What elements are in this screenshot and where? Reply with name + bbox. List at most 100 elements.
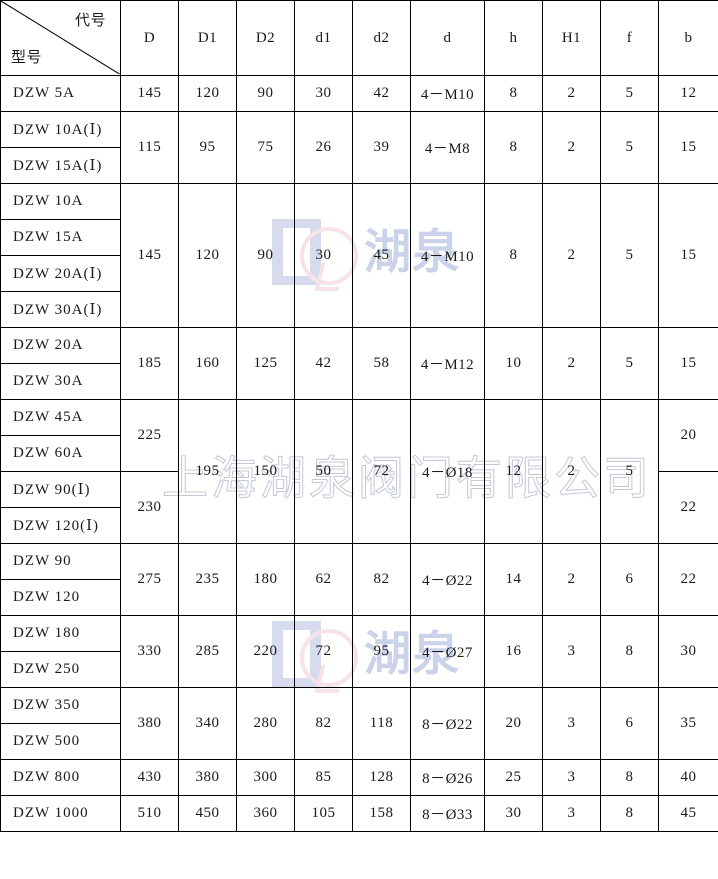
value-cell-D2: 220 [236,615,295,688]
column-header-H1: H1 [542,0,601,76]
value-cell-D: 145 [120,183,179,328]
model-cell: DZW 10A [0,183,121,220]
value-cell-b: 22 [658,543,718,616]
value-cell-d: 4－Ø27 [410,615,485,688]
value-cell-d1: 30 [294,183,353,328]
column-header-d1: d1 [294,0,353,76]
value-cell-H1: 2 [542,111,601,184]
value-cell-d1: 85 [294,759,353,796]
model-cell: DZW 30A [0,363,121,400]
model-cell: DZW 250 [0,651,121,688]
table-row: DZW 20A 185 160 125 42 58 4－M12 10 2 5 15 [0,327,718,400]
value-cell-D2: 75 [236,111,295,184]
value-cell-H1: 3 [542,687,601,760]
value-cell-h: 12 [484,399,543,544]
value-cell-f: 6 [600,543,659,616]
value-cell-D: 330 [120,615,179,688]
value-cell-d2: 158 [352,795,411,832]
value-cell-h: 8 [484,111,543,184]
table-row: DZW 30A(Ⅰ) [0,291,718,328]
table-row: DZW 180 330 285 220 72 95 4－Ø27 16 3 8 30 [0,615,718,688]
value-cell-d: 8－Ø22 [410,687,485,760]
value-cell-D2: 90 [236,75,295,112]
value-cell-b: 35 [658,687,718,760]
value-cell-D1: 120 [178,183,237,328]
value-cell-b: 20 [658,399,718,472]
diagonal-divider-icon [1,1,120,75]
column-header-b: b [658,0,718,76]
model-cell: DZW 800 [0,759,121,796]
value-cell-b: 12 [658,75,718,112]
header-row: 代号 型号 D D1 D2 d1 d2 d h H1 f b [0,0,718,76]
value-cell-D1: 285 [178,615,237,688]
model-cell: DZW 180 [0,615,121,652]
value-cell-D: 185 [120,327,179,400]
value-cell-f: 8 [600,759,659,796]
value-cell-D2: 125 [236,327,295,400]
value-cell-d: 8－Ø26 [410,759,485,796]
value-cell-D2: 90 [236,183,295,328]
value-cell-b: 15 [658,327,718,400]
model-cell: DZW 350 [0,687,121,724]
value-cell-b: 45 [658,795,718,832]
value-cell-H1: 2 [542,543,601,616]
column-header-h: h [484,0,543,76]
table-header: 代号 型号 D D1 D2 d1 d2 d h H1 f b [0,0,718,76]
model-cell: DZW 15A(Ⅰ) [0,147,121,184]
value-cell-f: 5 [600,327,659,400]
value-cell-b: 15 [658,183,718,328]
value-cell-h: 8 [484,75,543,112]
value-cell-D: 230 [120,471,179,544]
value-cell-D1: 340 [178,687,237,760]
column-header-f: f [600,0,659,76]
column-header-D2: D2 [236,0,295,76]
table-row: DZW 20A(Ⅰ) [0,255,718,292]
table-row: DZW 60A [0,435,718,472]
value-cell-b: 22 [658,471,718,544]
value-cell-D1: 120 [178,75,237,112]
value-cell-H1: 3 [542,615,601,688]
model-cell: DZW 1000 [0,795,121,832]
value-cell-D2: 360 [236,795,295,832]
value-cell-d1: 105 [294,795,353,832]
value-cell-d: 4－M10 [410,75,485,112]
table-row: DZW 15A(Ⅰ) [0,147,718,184]
table-row: DZW 10A 145 120 90 30 45 4－M10 8 2 5 15 [0,183,718,328]
value-cell-D1: 160 [178,327,237,400]
corner-column-label: 代号 [74,11,106,29]
value-cell-b: 40 [658,759,718,796]
table-row: DZW 15A [0,219,718,256]
model-cell: DZW 120 [0,579,121,616]
corner-header-cell: 代号 型号 [0,0,121,76]
value-cell-d2: 39 [352,111,411,184]
value-cell-f: 6 [600,687,659,760]
column-header-d2: d2 [352,0,411,76]
column-header-d: d [410,0,485,76]
value-cell-f: 5 [600,75,659,112]
model-cell: DZW 45A [0,399,121,436]
value-cell-d1: 82 [294,687,353,760]
value-cell-D: 380 [120,687,179,760]
value-cell-D: 510 [120,795,179,832]
model-cell: DZW 5A [0,75,121,112]
column-header-D: D [120,0,179,76]
value-cell-D1: 450 [178,795,237,832]
value-cell-f: 8 [600,615,659,688]
value-cell-D2: 150 [236,399,295,544]
value-cell-d1: 72 [294,615,353,688]
table-row: DZW 10A(Ⅰ) 115 95 75 26 39 4－M8 8 2 5 15 [0,111,718,184]
value-cell-d1: 50 [294,399,353,544]
table-row: DZW 120 [0,579,718,616]
value-cell-d: 4－Ø18 [410,399,485,544]
table-row: DZW 45A 225 195 150 50 72 4－Ø18 12 2 5 20 [0,399,718,544]
value-cell-b: 30 [658,615,718,688]
value-cell-f: 5 [600,111,659,184]
model-cell: DZW 30A(Ⅰ) [0,291,121,328]
value-cell-H1: 2 [542,75,601,112]
value-cell-H1: 2 [542,399,601,544]
column-header-D1: D1 [178,0,237,76]
value-cell-H1: 3 [542,795,601,832]
value-cell-d2: 95 [352,615,411,688]
model-cell: DZW 90(Ⅰ) [0,471,121,508]
value-cell-d: 4－M12 [410,327,485,400]
